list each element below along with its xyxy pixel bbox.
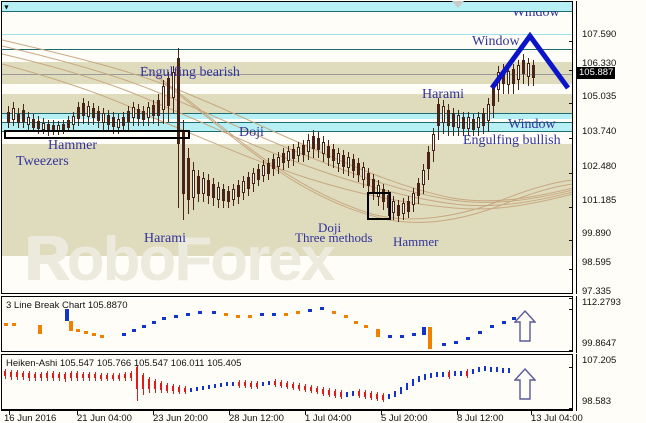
time-tick-label: 5 Jul 20:00 <box>381 413 428 423</box>
three-line-break-title: 3 Line Break Chart 105.8870 <box>6 300 128 311</box>
price-tick: 103.740 <box>568 126 616 143</box>
price-tick: 102.480 <box>568 161 616 178</box>
zone-band-mid <box>2 94 572 116</box>
annotation-harami-right: Harami <box>422 87 464 102</box>
price-tick: 99.890 <box>568 228 611 245</box>
price-tick: 107.590 <box>568 29 616 46</box>
three-line-break-tick: 112.2793 <box>569 297 621 314</box>
three-line-break-up-arrow-icon <box>514 309 536 342</box>
zone-band-lower <box>2 144 572 256</box>
window-line-4 <box>2 113 572 114</box>
annotation-engulfing-bearish: Engulfing bearish <box>140 65 240 80</box>
pattern-highlight-tweezers <box>4 130 190 139</box>
annotation-three-methods: Three methods <box>295 230 373 245</box>
three-line-break-panel[interactable]: 3 Line Break Chart 105.8870 <box>1 296 573 352</box>
pattern-highlight-three-methods <box>367 192 391 220</box>
roboforex-logo-watermark <box>30 236 70 280</box>
window-band-mid <box>2 114 572 119</box>
price-chart-panel[interactable]: RoboForex Window Window Engulfing bearis… <box>1 1 573 294</box>
heiken-ashi-tick: 98.583 <box>568 396 611 413</box>
annotation-window-2: Window <box>472 34 520 49</box>
price-tick: 105.035 <box>568 91 616 108</box>
time-tick-label: 16 Jun 2016 <box>4 413 57 423</box>
annotation-engulfing-bullish: Engulfing bullish <box>463 133 561 148</box>
window-line-top <box>2 11 572 12</box>
collapse-triangle-icon[interactable]: ▼ <box>2 3 11 11</box>
three-line-break-canvas: 3 Line Break Chart 105.8870 <box>2 297 572 351</box>
heiken-ashi-up-arrow-icon <box>514 367 536 400</box>
price-tick: 97.335 <box>568 286 611 303</box>
time-axis: 16 Jun 2016 21 Jun 04:00 23 Jun 20:00 28… <box>1 410 583 423</box>
heiken-ashi-tick: 107.205 <box>568 355 616 372</box>
current-price-label: 105.887 <box>577 67 616 79</box>
price-tick: 106.330 <box>568 58 616 75</box>
annotation-hammer-right: Hammer <box>393 234 439 249</box>
price-chart-canvas: RoboForex Window Window Engulfing bearis… <box>2 2 572 293</box>
window-band-lower <box>2 123 572 131</box>
time-tick-label: 23 Jun 20:00 <box>153 413 208 423</box>
three-line-break-tick: 99.8647 <box>568 338 616 355</box>
time-tick-label: 13 Jul 04:00 <box>531 413 583 423</box>
window-line-6 <box>2 131 572 132</box>
time-tick-label: 21 Jun 04:00 <box>77 413 132 423</box>
annotation-window-3: Window <box>508 117 556 132</box>
price-tick: 98.595 <box>568 257 611 274</box>
moving-average-curves <box>2 39 572 223</box>
annotation-tweezers: Tweezers <box>16 154 69 169</box>
heiken-ashi-canvas: Heiken-Ashi 105.547 105.766 105.547 106.… <box>2 355 572 409</box>
price-axis: 107.590 106.330 105.887 105.035 103.740 … <box>568 1 645 413</box>
window-line-2 <box>2 34 572 35</box>
title-highlight-strip <box>2 2 572 11</box>
zone-band-upper <box>2 62 572 84</box>
heiken-ashi-title: Heiken-Ashi 105.547 105.766 105.547 106.… <box>6 358 242 369</box>
annotation-hammer-left: Hammer <box>48 138 97 153</box>
annotation-doji-lower: Doji <box>318 220 342 235</box>
price-tick: 101.185 <box>568 195 616 212</box>
heiken-ashi-panel[interactable]: Heiken-Ashi 105.547 105.766 105.547 106.… <box>1 354 573 410</box>
window-line-5 <box>2 122 572 123</box>
annotation-doji-mid: Doji <box>239 125 264 140</box>
time-tick-label: 28 Jun 12:00 <box>229 413 284 423</box>
current-price-line <box>2 74 572 75</box>
scroll-indicator-icon[interactable] <box>450 0 466 9</box>
forecast-peak-marker <box>489 31 571 90</box>
window-line-3 <box>2 49 572 50</box>
time-tick-label: 1 Jul 04:00 <box>305 413 352 423</box>
time-tick-label: 8 Jul 12:00 <box>457 413 504 423</box>
watermark-text: RoboForex <box>24 225 335 293</box>
annotation-harami-left: Harami <box>144 231 186 246</box>
